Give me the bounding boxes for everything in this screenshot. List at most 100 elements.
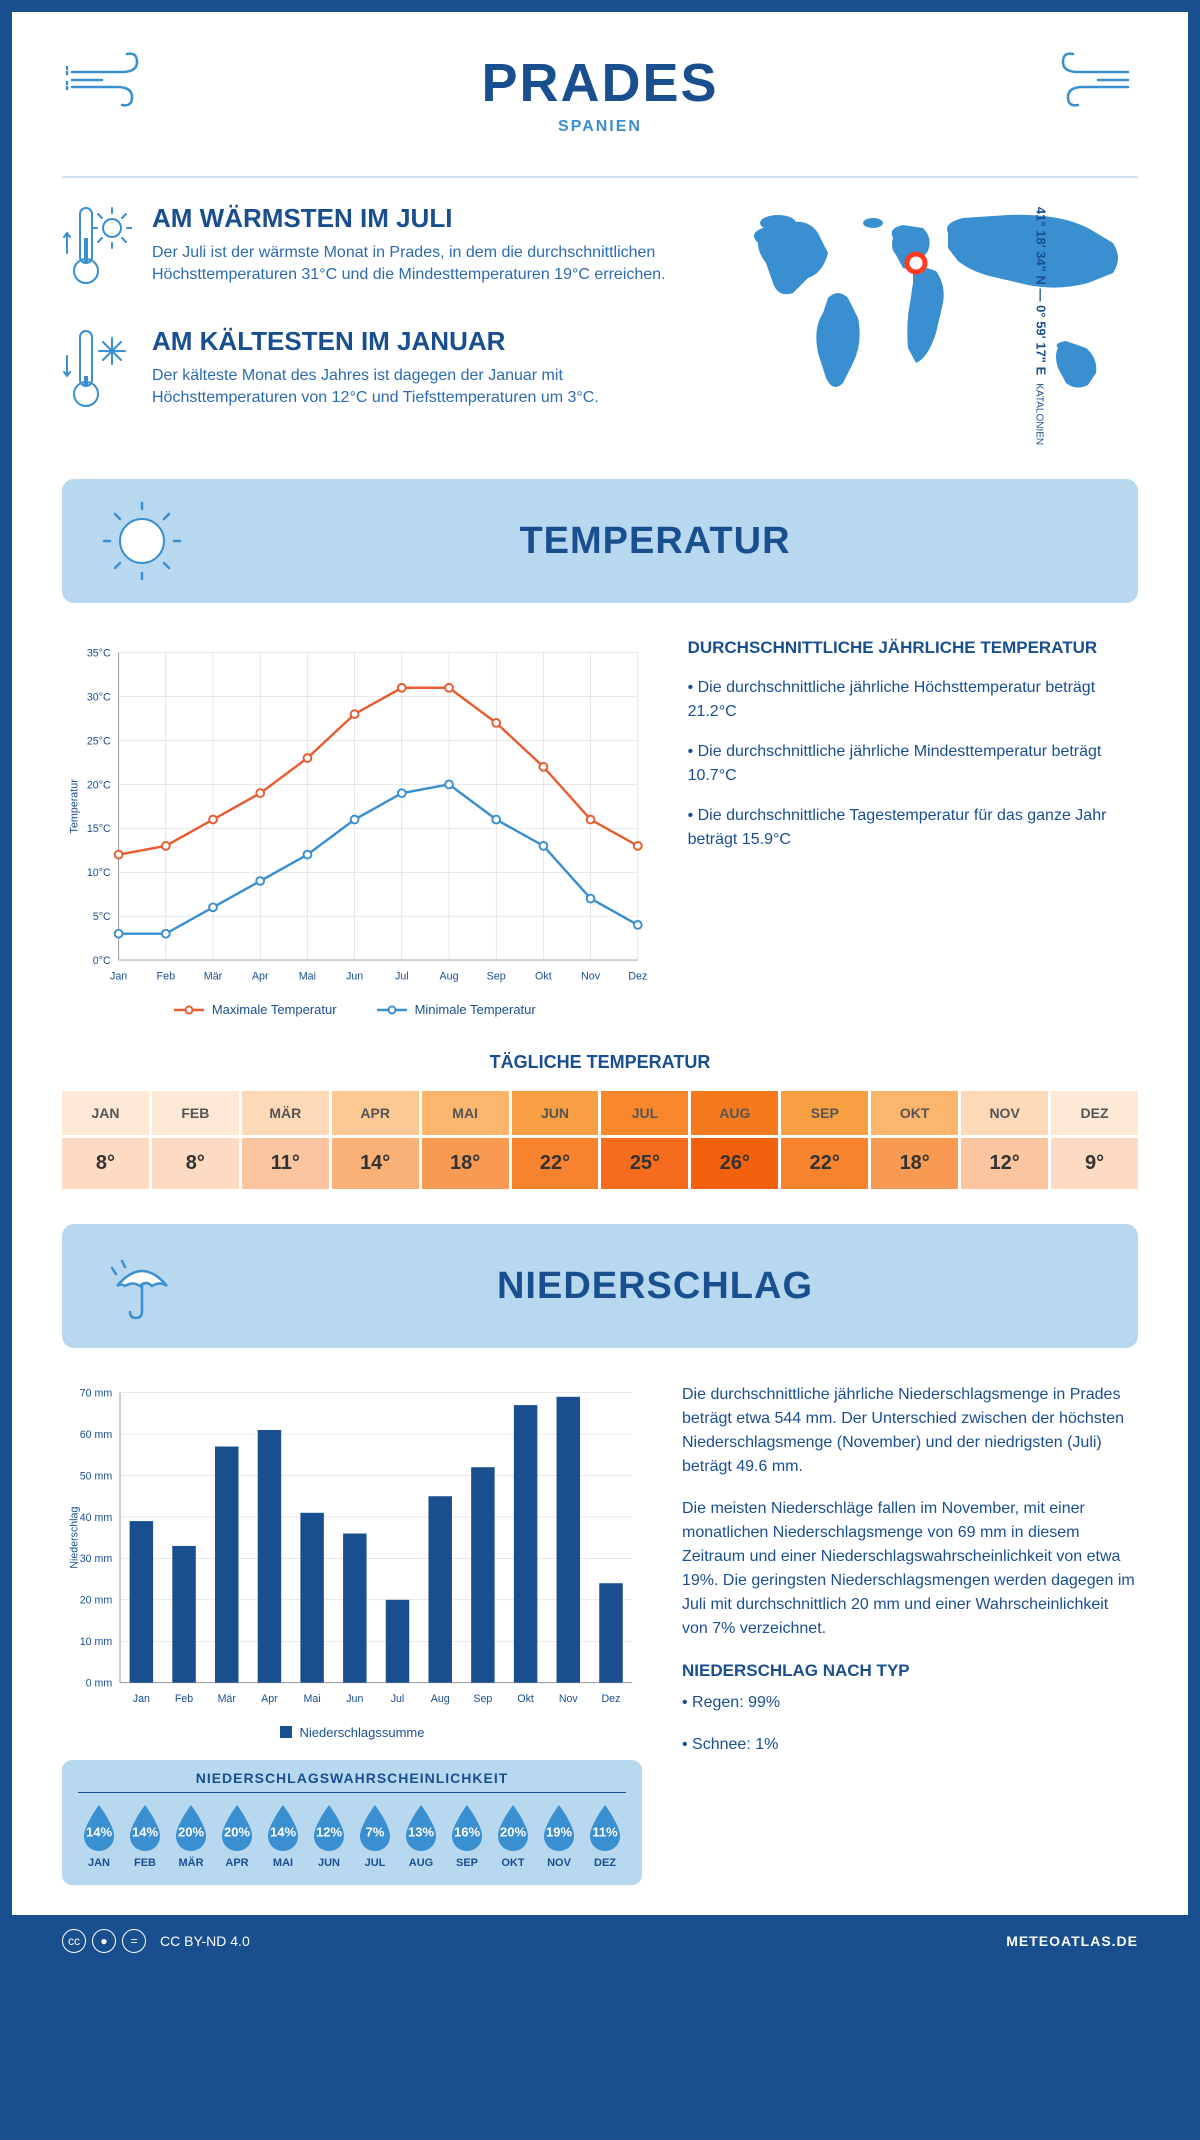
- daily-value: 18°: [422, 1138, 509, 1189]
- drop-month: FEB: [124, 1857, 166, 1869]
- temp-bullet: • Die durchschnittliche Tagestemperatur …: [688, 804, 1138, 852]
- drop-pct: 12%: [316, 1824, 342, 1839]
- temp-text: DURCHSCHNITTLICHE JÄHRLICHE TEMPERATUR •…: [688, 638, 1138, 1017]
- section-title-precip: NIEDERSCHLAG: [212, 1265, 1098, 1308]
- drop-item: 20% OKT: [492, 1803, 534, 1869]
- drop-item: 14% FEB: [124, 1803, 166, 1869]
- drop-month: JAN: [78, 1857, 120, 1869]
- drop-month: SEP: [446, 1857, 488, 1869]
- svg-text:0 mm: 0 mm: [86, 1678, 113, 1690]
- daily-month: DEZ: [1051, 1091, 1138, 1135]
- svg-text:Dez: Dez: [602, 1693, 621, 1705]
- precip-p1: Die durchschnittliche jährliche Niedersc…: [682, 1383, 1138, 1479]
- section-title-temp: TEMPERATUR: [212, 520, 1098, 563]
- legend-min: Minimale Temperatur: [415, 1002, 536, 1017]
- daily-month: SEP: [781, 1091, 868, 1135]
- daily-month: NOV: [961, 1091, 1048, 1135]
- svg-text:Okt: Okt: [535, 971, 552, 983]
- site-name: METEOATLAS.DE: [1006, 1933, 1138, 1949]
- svg-text:Jan: Jan: [110, 971, 127, 983]
- daily-value: 22°: [512, 1138, 599, 1189]
- svg-text:20 mm: 20 mm: [80, 1595, 113, 1607]
- drop-item: 12% JUN: [308, 1803, 350, 1869]
- daily-month: JUL: [601, 1091, 688, 1135]
- svg-text:Apr: Apr: [252, 971, 269, 983]
- drop-item: 19%NOV: [538, 1803, 580, 1869]
- drop-pct: 11%: [592, 1824, 617, 1839]
- drop-pct: 20%: [178, 1824, 204, 1839]
- svg-text:0°C: 0°C: [93, 955, 111, 967]
- drop-item: 13%AUG: [400, 1803, 442, 1869]
- drop-month: NOV: [538, 1857, 580, 1869]
- svg-text:Feb: Feb: [157, 971, 176, 983]
- drop-month: AUG: [400, 1857, 442, 1869]
- svg-text:Mai: Mai: [299, 971, 316, 983]
- thermometer-cold-icon: [62, 326, 132, 416]
- drop-pct: 14%: [132, 1824, 158, 1839]
- coldest-block: AM KÄLTESTEN IM JANUAR Der kälteste Mona…: [62, 326, 678, 421]
- svg-text:Jan: Jan: [133, 1693, 150, 1705]
- page: PRADES SPANIEN: [0, 0, 1200, 1979]
- svg-text:35°C: 35°C: [87, 648, 111, 660]
- world-map: 41° 18' 34" N — 0° 59' 17" EKATALONIEN: [718, 203, 1138, 449]
- prob-title: NIEDERSCHLAGSWAHRSCHEINLICHKEIT: [78, 1770, 626, 1793]
- daily-value: 25°: [601, 1138, 688, 1189]
- svg-text:Sep: Sep: [487, 971, 506, 983]
- daily-value: 12°: [961, 1138, 1048, 1189]
- svg-text:Nov: Nov: [581, 971, 601, 983]
- drop-pct: 20%: [500, 1824, 526, 1839]
- daily-value: 8°: [62, 1138, 149, 1189]
- svg-text:60 mm: 60 mm: [80, 1429, 113, 1441]
- svg-text:10 mm: 10 mm: [80, 1636, 113, 1648]
- page-title: PRADES: [62, 52, 1138, 114]
- svg-text:Jun: Jun: [346, 1693, 363, 1705]
- footer: cc ● = CC BY-ND 4.0 METEOATLAS.DE: [12, 1915, 1188, 1967]
- drop-month: DEZ: [584, 1857, 626, 1869]
- daily-value: 14°: [332, 1138, 419, 1189]
- svg-text:Dez: Dez: [628, 971, 647, 983]
- nd-icon: =: [122, 1929, 146, 1953]
- coordinates: 41° 18' 34" N — 0° 59' 17" EKATALONIEN: [1033, 207, 1048, 445]
- thermometer-hot-icon: [62, 203, 132, 293]
- daily-month: OKT: [871, 1091, 958, 1135]
- info-row: AM WÄRMSTEN IM JULI Der Juli ist der wär…: [62, 203, 1138, 449]
- daily-temp-table: JANFEBMÄRAPRMAIJUNJULAUGSEPOKTNOVDEZ8°8°…: [62, 1091, 1138, 1189]
- drop-month: MÄR: [170, 1857, 212, 1869]
- svg-text:Apr: Apr: [261, 1693, 278, 1705]
- svg-text:5°C: 5°C: [93, 911, 111, 923]
- drop-month: OKT: [492, 1857, 534, 1869]
- divider: [62, 176, 1138, 178]
- daily-value: 9°: [1051, 1138, 1138, 1189]
- section-header-precip: NIEDERSCHLAG: [62, 1224, 1138, 1348]
- daily-month: AUG: [691, 1091, 778, 1135]
- by-icon: ●: [92, 1929, 116, 1953]
- svg-text:Jun: Jun: [346, 971, 363, 983]
- header: PRADES SPANIEN: [62, 52, 1138, 136]
- warmest-block: AM WÄRMSTEN IM JULI Der Juli ist der wär…: [62, 203, 678, 298]
- daily-value: 8°: [152, 1138, 239, 1189]
- svg-text:Nov: Nov: [559, 1693, 579, 1705]
- drop-item: 20%APR: [216, 1803, 258, 1869]
- svg-text:15°C: 15°C: [87, 823, 111, 835]
- precip-type-bullet: • Regen: 99%: [682, 1691, 1138, 1715]
- wind-icon-left: [62, 52, 162, 112]
- precipitation-chart: 0 mm10 mm20 mm30 mm40 mm50 mm60 mm70 mmN…: [62, 1383, 642, 1740]
- svg-text:Jul: Jul: [395, 971, 409, 983]
- coldest-text: Der kälteste Monat des Jahres ist dagege…: [152, 365, 678, 410]
- drop-item: 14%MAI: [262, 1803, 304, 1869]
- daily-month: JUN: [512, 1091, 599, 1135]
- daily-month: MAI: [422, 1091, 509, 1135]
- daily-month: FEB: [152, 1091, 239, 1135]
- cc-icon: cc: [62, 1929, 86, 1953]
- daily-value: 26°: [691, 1138, 778, 1189]
- svg-text:50 mm: 50 mm: [80, 1471, 113, 1483]
- drop-item: 14%JAN: [78, 1803, 120, 1869]
- svg-text:Temperatur: Temperatur: [69, 779, 81, 834]
- section-header-temp: TEMPERATUR: [62, 479, 1138, 603]
- drop-month: JUN: [308, 1857, 350, 1869]
- daily-temp-title: TÄGLICHE TEMPERATUR: [62, 1052, 1138, 1073]
- temp-text-heading: DURCHSCHNITTLICHE JÄHRLICHE TEMPERATUR: [688, 638, 1138, 658]
- drop-item: 16%SEP: [446, 1803, 488, 1869]
- precip-type-bullet: • Schnee: 1%: [682, 1733, 1138, 1757]
- precip-type-heading: NIEDERSCHLAG NACH TYP: [682, 1661, 1138, 1681]
